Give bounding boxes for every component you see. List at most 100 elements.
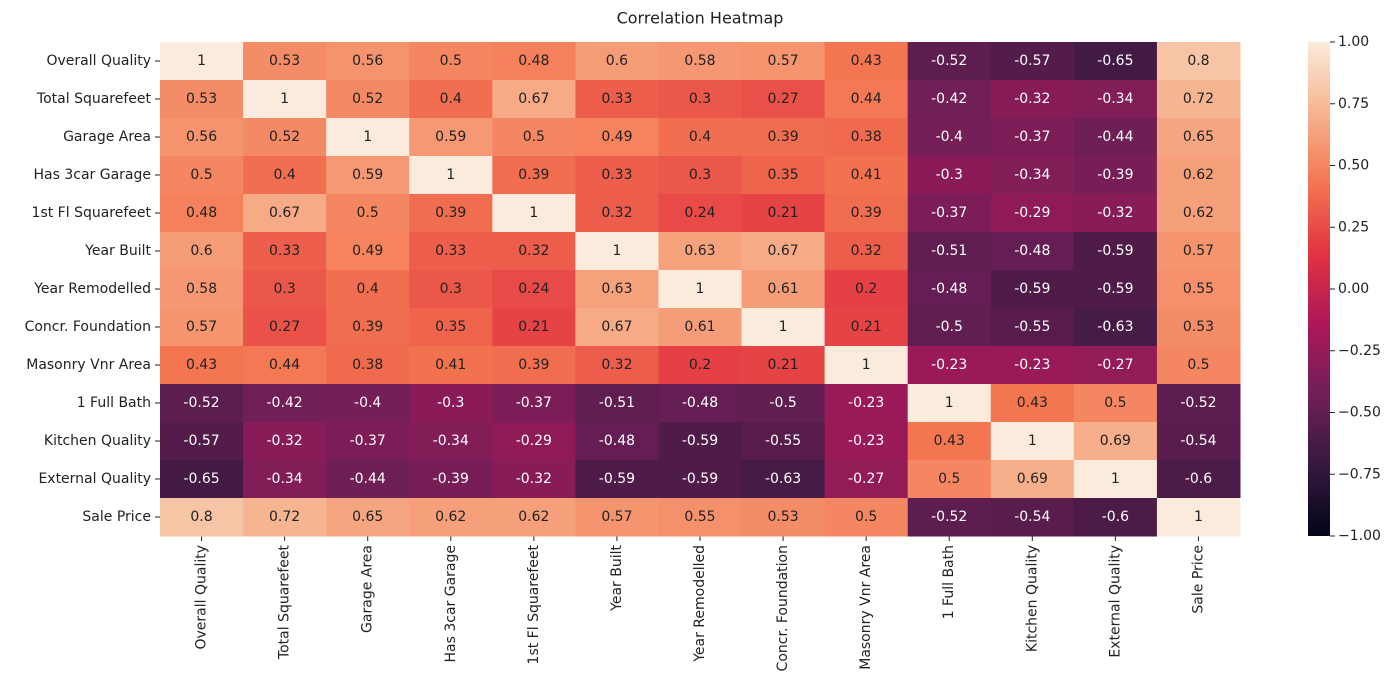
cell-label: 1: [779, 319, 788, 335]
heatmap-cell: [1156, 270, 1241, 309]
cell-label: -0.48: [599, 433, 635, 449]
cell-label: 1: [529, 205, 538, 221]
cell-label: 0.5: [1187, 357, 1209, 373]
heatmap-cell: [1073, 498, 1158, 537]
cell-label: 0.4: [273, 167, 295, 183]
heatmap-cell: [575, 308, 659, 347]
heatmap-cell: [658, 498, 743, 537]
heatmap-cell: [1156, 156, 1241, 195]
heatmap-cell: [658, 384, 743, 423]
cell-label: 0.48: [518, 53, 549, 69]
cell-label: 0.62: [1183, 167, 1214, 183]
cell-label: -0.63: [765, 471, 801, 487]
heatmap-cell: [824, 42, 909, 81]
cell-label: 0.32: [601, 205, 632, 221]
colorbar-tick-label: 0.00: [1338, 281, 1369, 297]
heatmap-cell: [409, 270, 493, 309]
cell-label: 0.5: [523, 129, 545, 145]
cell-label: 0.67: [518, 91, 549, 107]
cell-label: 0.49: [601, 129, 632, 145]
cell-label: 0.43: [186, 357, 217, 373]
cell-label: -0.23: [848, 433, 884, 449]
heatmap-cell: [243, 118, 327, 157]
heatmap-cell: [990, 156, 1075, 195]
colorbar-tick-label: −0.50: [1338, 405, 1381, 421]
cell-label: 0.32: [601, 357, 632, 373]
cell-label: 0.55: [684, 509, 715, 525]
heatmap-cell: [741, 42, 826, 81]
cell-label: -0.5: [769, 395, 796, 411]
cell-label: -0.32: [266, 433, 302, 449]
heatmap-cell: [575, 80, 659, 119]
heatmap-cell: [907, 308, 992, 347]
heatmap-cell: [326, 308, 410, 347]
heatmap-cell: [1073, 118, 1158, 157]
cell-label: 0.21: [518, 319, 549, 335]
heatmap-cell: [1156, 194, 1241, 233]
heatmap-cell: [492, 232, 576, 271]
heatmap-cell: [160, 308, 244, 347]
cell-label: 0.2: [689, 357, 711, 373]
cell-label: 0.6: [606, 53, 628, 69]
cell-label: 0.39: [352, 319, 383, 335]
heatmap-cell: [907, 460, 992, 499]
cell-label: -0.3: [936, 167, 963, 183]
cell-label: 0.43: [1017, 395, 1048, 411]
heatmap-cell: [741, 498, 826, 537]
cell-label: 1: [1194, 509, 1203, 525]
cell-label: 0.3: [689, 167, 711, 183]
heatmap-cell: [907, 80, 992, 119]
heatmap-cell: [160, 42, 244, 81]
cell-label: 0.35: [767, 167, 798, 183]
heatmap-cell: [741, 232, 826, 271]
cell-label: -0.63: [1097, 319, 1133, 335]
heatmap-cell: [1073, 422, 1158, 461]
heatmap-cell: [824, 422, 909, 461]
heatmap-cell: [824, 460, 909, 499]
cell-label: 0.41: [435, 357, 466, 373]
cell-label: 0.3: [440, 281, 462, 297]
cell-label: 1: [363, 129, 372, 145]
cell-label: -0.39: [1097, 167, 1133, 183]
heatmap-cell: [326, 270, 410, 309]
heatmap-cell: [243, 384, 327, 423]
cell-label: 0.3: [273, 281, 295, 297]
cell-label: 0.61: [684, 319, 715, 335]
heatmap-cell: [990, 194, 1075, 233]
cell-label: 0.4: [440, 91, 462, 107]
cell-label: 1: [945, 395, 954, 411]
cell-label: 0.52: [269, 129, 300, 145]
heatmap-cell: [492, 498, 576, 537]
heatmap-cell: [409, 498, 493, 537]
x-tick-label: 1st Fl Squarefeet: [526, 544, 542, 664]
heatmap-cell: [990, 422, 1075, 461]
heatmap-cell: [990, 270, 1075, 309]
heatmap-cell: [907, 384, 992, 423]
heatmap-cell: [1156, 384, 1241, 423]
heatmap-cell: [1073, 270, 1158, 309]
cell-label: 0.57: [186, 319, 217, 335]
cell-label: 1: [1028, 433, 1037, 449]
cell-label: 0.57: [1183, 243, 1214, 259]
heatmap-cell: [160, 80, 244, 119]
cell-label: 1: [446, 167, 455, 183]
cell-label: 0.33: [601, 91, 632, 107]
heatmap-cell: [575, 232, 659, 271]
cell-label: 0.67: [767, 243, 798, 259]
cell-label: -0.65: [1097, 53, 1133, 69]
heatmap-cell: [492, 308, 576, 347]
heatmap-cell: [658, 80, 743, 119]
cell-label: 0.57: [601, 509, 632, 525]
x-tick-label: External Quality: [1107, 545, 1123, 658]
heatmap-cell: [741, 384, 826, 423]
heatmap-cell: [907, 498, 992, 537]
colorbar-tick-label: 0.25: [1338, 219, 1369, 235]
cell-label: 0.53: [269, 53, 300, 69]
cell-label: 0.57: [767, 53, 798, 69]
cell-label: 0.55: [1183, 281, 1214, 297]
cell-label: 0.58: [186, 281, 217, 297]
chart-title: Correlation Heatmap: [617, 9, 784, 28]
heatmap-cell: [492, 118, 576, 157]
x-tick-label: Year Remodelled: [692, 545, 708, 663]
x-tick-label: Has 3car Garage: [443, 545, 459, 663]
